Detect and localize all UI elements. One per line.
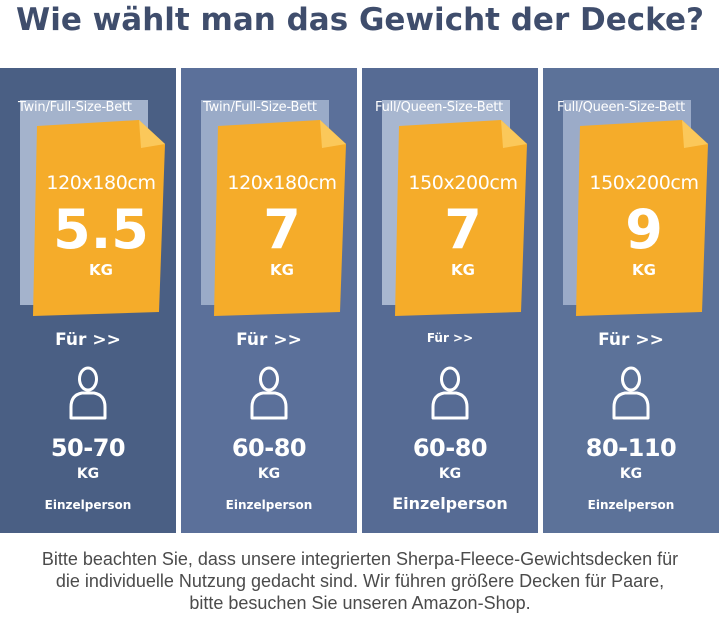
person-icon <box>611 365 651 421</box>
person-icon <box>249 365 289 421</box>
blanket-weight: 9 <box>625 198 663 261</box>
weight-tag <box>214 120 348 316</box>
for-label: Für >> <box>598 330 664 350</box>
bed-size-label: Full/Queen-Size-Bett <box>375 100 504 115</box>
weight-card-1: Twin/Full-Size-Bett 120x180cm 5.5 KG Für… <box>0 68 176 533</box>
bed-size-label: Twin/Full-Size-Bett <box>18 100 132 115</box>
body-weight-unit: KG <box>438 466 462 482</box>
blanket-weight-unit: KG <box>451 261 475 279</box>
footer-note-line-3: bitte besuchen Sie unseren Amazon-Shop. <box>189 593 531 613</box>
footer-note-line-2: die individuelle Nutzung gedacht sind. W… <box>55 571 665 591</box>
person-type: Einzelperson <box>587 498 675 512</box>
page-title: Wie wählt man das Gewicht der Decke? <box>16 2 704 38</box>
person-icon <box>68 365 108 421</box>
body-weight-unit: KG <box>76 466 100 482</box>
footer-note-line-1: Bitte beachten Sie, dass unsere integrie… <box>41 549 679 569</box>
body-weight-range: 50-70 <box>50 434 126 462</box>
person-type: Einzelperson <box>44 498 132 512</box>
weight-card-2: Twin/Full-Size-Bett 120x180cm 7 KG Für >… <box>181 68 357 533</box>
weight-tag <box>576 120 710 316</box>
person-type: Einzelperson <box>392 494 508 513</box>
weight-tag <box>395 120 529 316</box>
body-weight-range: 80-110 <box>585 434 677 462</box>
bed-size-label: Twin/Full-Size-Bett <box>203 100 317 115</box>
blanket-size: 150x200cm <box>408 172 518 194</box>
person-icon <box>430 365 470 421</box>
blanket-weight: 7 <box>263 198 301 261</box>
weight-tag <box>33 120 167 316</box>
body-weight-range: 60-80 <box>412 434 488 462</box>
blanket-weight: 5.5 <box>53 198 149 261</box>
footer-note: Bitte beachten Sie, dass unsere integrie… <box>0 548 720 614</box>
for-label: Für >> <box>236 330 302 350</box>
weight-card-3: Full/Queen-Size-Bett 150x200cm 7 KG Für … <box>362 68 538 533</box>
body-weight-unit: KG <box>619 466 643 482</box>
blanket-size: 150x200cm <box>589 172 699 194</box>
for-label: Für >> <box>55 330 121 350</box>
blanket-size: 120x180cm <box>46 172 156 194</box>
blanket-weight-unit: KG <box>632 261 656 279</box>
body-weight-unit: KG <box>257 466 281 482</box>
blanket-weight-unit: KG <box>270 261 294 279</box>
person-type: Einzelperson <box>225 498 313 512</box>
blanket-weight: 7 <box>444 198 482 261</box>
body-weight-range: 60-80 <box>231 434 307 462</box>
weight-card-4: Full/Queen-Size-Bett 150x200cm 9 KG Für … <box>543 68 719 533</box>
blanket-weight-unit: KG <box>89 261 113 279</box>
blanket-size: 120x180cm <box>227 172 337 194</box>
bed-size-label: Full/Queen-Size-Bett <box>557 100 686 115</box>
for-label: Für >> <box>426 331 474 345</box>
